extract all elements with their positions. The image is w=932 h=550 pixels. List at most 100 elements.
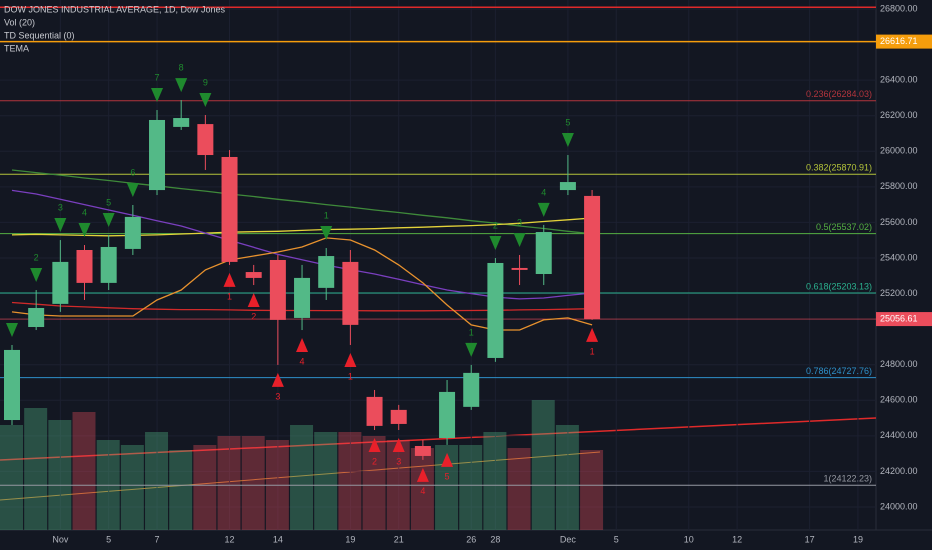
buy-arrow — [586, 327, 599, 342]
volume-bar — [193, 445, 217, 530]
candle-body — [439, 391, 456, 438]
x-tick-label: Dec — [560, 534, 577, 544]
fib-label: 0.786(24727.76) — [806, 366, 872, 376]
legend-title: DOW JONES INDUSTRIAL AVERAGE, 1D, Dow Jo… — [4, 4, 226, 14]
axes: 24000.00 24200.00 24400.00 24600.00 24800.00… — [52, 3, 932, 544]
td-count: 5 — [106, 197, 111, 207]
td-count: 2 — [251, 311, 256, 321]
x-tick-label: 19 — [345, 534, 355, 544]
candle-body — [173, 118, 190, 127]
volume-bar — [145, 432, 169, 530]
volume-bar — [314, 432, 338, 530]
candle-body — [390, 409, 407, 424]
volume-bar — [169, 450, 193, 530]
volume-bar — [483, 432, 507, 530]
price-tag — [876, 312, 932, 327]
candle-body — [535, 232, 552, 275]
x-tick-label: 10 — [684, 534, 694, 544]
y-tick-label: 25400.00 — [880, 252, 918, 262]
sell-arrow — [320, 226, 333, 241]
buy-arrow — [392, 437, 405, 452]
moving-average — [11, 169, 593, 235]
volume-bar — [241, 436, 265, 530]
x-tick-label: 26 — [466, 534, 476, 544]
y-tick-label: 24000.00 — [880, 501, 918, 511]
volume-bar — [362, 436, 386, 530]
legend-item: TEMA — [4, 43, 29, 53]
legend-item: TD Sequential (0) — [4, 30, 75, 40]
volume-bar — [217, 436, 241, 530]
candle-body — [100, 246, 117, 283]
volume-bar — [580, 450, 604, 530]
candle-body — [221, 156, 238, 262]
sell-arrow — [513, 232, 526, 247]
td-count: 4 — [420, 486, 425, 496]
fib-label: 0.5(25537.02) — [816, 222, 872, 232]
x-tick-label: 12 — [225, 534, 235, 544]
candle-body — [342, 261, 359, 325]
y-tick-label: 24200.00 — [880, 466, 918, 476]
buy-arrow — [368, 437, 381, 452]
x-tick-label: 12 — [732, 534, 742, 544]
fib-label: 0.382(25870.91) — [806, 163, 872, 173]
candle-body — [414, 445, 431, 456]
volume-bar — [24, 408, 48, 530]
x-tick-label: Nov — [52, 534, 69, 544]
td-count: 3 — [517, 217, 522, 227]
x-tick-label: 7 — [155, 534, 160, 544]
fib-label: 0.236(26284.03) — [806, 89, 872, 99]
volume-bar — [338, 432, 362, 530]
td-count: 6 — [130, 167, 135, 177]
sell-arrow — [175, 78, 188, 93]
candle-body — [487, 262, 504, 358]
td-count: 1 — [324, 210, 329, 220]
price-tag-label: 26616.71 — [880, 36, 918, 46]
candle-body — [511, 267, 528, 270]
trend-line — [0, 417, 877, 461]
td-count: 1 — [227, 291, 232, 301]
trend-line — [0, 451, 601, 501]
buy-arrow — [247, 293, 260, 308]
buy-arrow — [296, 338, 309, 353]
y-tick-label: 25800.00 — [880, 181, 918, 191]
volume-bar — [555, 425, 579, 530]
y-tick-label: 26800.00 — [880, 3, 918, 13]
td-count: 1 — [348, 371, 353, 381]
y-tick-label: 25600.00 — [880, 217, 918, 227]
x-tick-label: 21 — [394, 534, 404, 544]
sell-arrow — [561, 133, 574, 148]
volume-bar — [72, 412, 96, 530]
price-tag — [876, 34, 932, 49]
legend-item: Vol (20) — [4, 17, 35, 27]
sell-arrow — [199, 93, 212, 108]
sell-arrow — [537, 202, 550, 217]
candle-body — [269, 259, 286, 320]
td-count: 5 — [565, 117, 570, 127]
sell-arrow — [54, 218, 67, 233]
candle-body — [463, 372, 480, 407]
x-tick-label: 5 — [106, 534, 111, 544]
y-tick-label: 24400.00 — [880, 430, 918, 440]
candle-body — [197, 124, 214, 156]
buy-arrow — [416, 467, 429, 482]
td-count: 1 — [469, 327, 474, 337]
x-tick-label: 28 — [490, 534, 500, 544]
candle-body — [366, 396, 383, 426]
signals: 2 3 4 5 6 7 8 9 1 2 3 4 1 1 2 3 4 5 1 2 3 4 5 1 — [6, 62, 599, 496]
levels: 0.236(26284.03) 0.382(25870.91) 0.5(25537.… — [0, 6, 876, 486]
legend: DOW JONES INDUSTRIAL AVERAGE, 1D, Dow Jo… — [4, 4, 226, 53]
volume-bar — [48, 420, 72, 530]
volume-bar — [531, 400, 555, 530]
td-count: 3 — [275, 391, 280, 401]
buy-arrow — [344, 352, 357, 367]
y-tick-label: 24800.00 — [880, 359, 918, 369]
candle-body — [149, 119, 166, 191]
td-count: 3 — [58, 202, 63, 212]
candle-body — [52, 261, 69, 304]
x-tick-label: 17 — [805, 534, 815, 544]
sell-arrow — [6, 322, 18, 337]
candle-body — [294, 277, 311, 318]
sell-arrow — [151, 88, 164, 103]
